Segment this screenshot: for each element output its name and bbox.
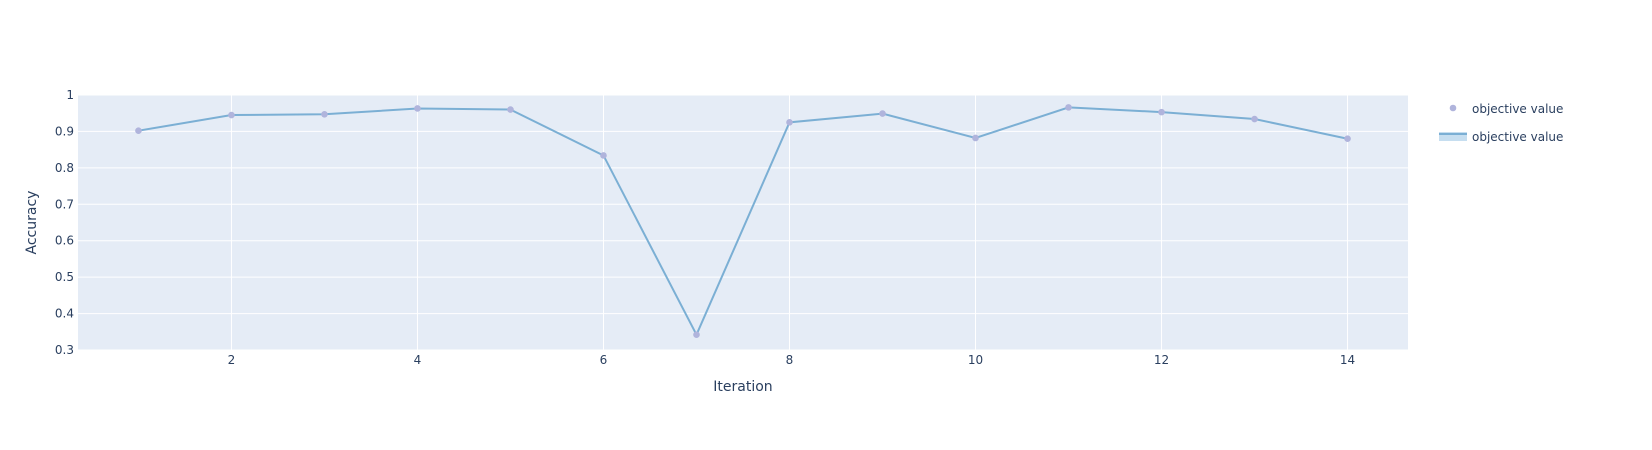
y-tick-label: 0.8: [55, 161, 74, 175]
x-tick-label: 10: [968, 353, 983, 367]
data-point: [1251, 115, 1258, 123]
x-tick-label: 8: [786, 353, 794, 367]
legend-item-markers[interactable]: objective value: [1449, 102, 1564, 116]
y-tick-label: 0.9: [55, 124, 74, 138]
series-layer: [135, 104, 1351, 339]
y-axis-title: Accuracy: [24, 191, 40, 255]
data-point: [135, 127, 142, 134]
legend-marker-symbol: [1449, 104, 1457, 112]
y-tick-label: 0.5: [55, 270, 74, 284]
series-line: [138, 106, 1348, 338]
legend-item-line[interactable]: objective value: [1439, 130, 1563, 144]
x-tick-label: 12: [1154, 353, 1169, 367]
x-tick-label: 2: [228, 353, 236, 367]
y-tick-label: 0.3: [55, 343, 74, 357]
legend: objective value objective value: [1439, 102, 1563, 144]
gridlines: [78, 94, 1408, 351]
y-tick-label: 0.6: [55, 234, 74, 248]
y-tick-label: 1: [66, 88, 74, 102]
y-tick-label: 0.4: [55, 307, 74, 321]
data-point: [693, 331, 700, 339]
data-point: [1158, 108, 1165, 116]
data-point: [228, 111, 235, 119]
y-axis-ticks: 0.3 0.4 0.5 0.6 0.7 0.8 0.9 1: [55, 88, 74, 357]
legend-fill-symbol: [1439, 132, 1467, 141]
y-tick-label: 0.7: [55, 197, 74, 211]
data-point: [414, 105, 421, 112]
legend-label: objective value: [1472, 102, 1563, 116]
data-point: [1344, 135, 1351, 143]
data-point: [1065, 104, 1072, 111]
data-point: [786, 119, 793, 126]
x-axis-title: Iteration: [713, 379, 772, 395]
data-point: [507, 106, 514, 113]
x-tick-label: 6: [600, 353, 608, 367]
data-point: [972, 134, 979, 142]
data-point: [321, 111, 328, 118]
data-point: [600, 152, 607, 159]
plot-area: [78, 95, 1408, 350]
x-tick-label: 4: [414, 353, 422, 367]
data-point: [879, 110, 886, 117]
x-axis-ticks: 2 4 6 8 10 12 14: [228, 353, 1356, 367]
legend-label: objective value: [1472, 130, 1563, 144]
x-tick-label: 14: [1340, 353, 1355, 367]
